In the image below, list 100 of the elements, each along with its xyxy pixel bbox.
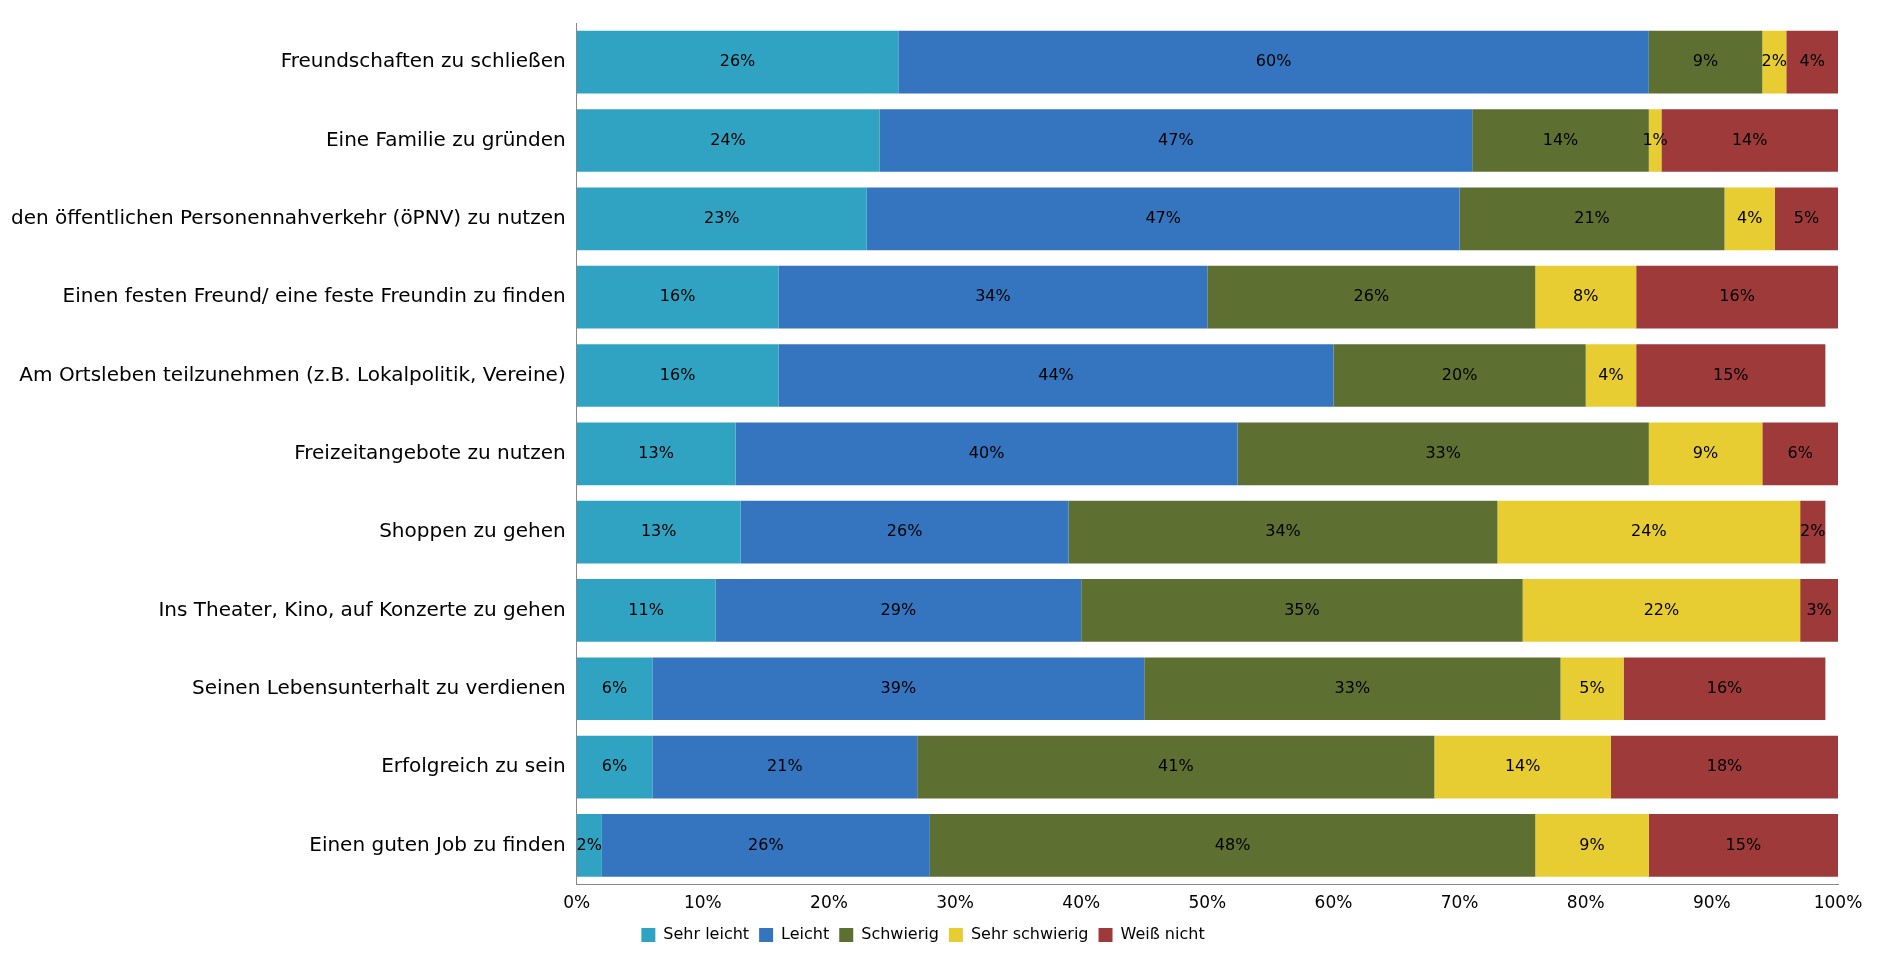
bar	[740, 500, 1069, 564]
bar	[879, 109, 1473, 172]
bar	[1800, 579, 1838, 642]
bar	[1636, 265, 1838, 329]
bar	[1497, 500, 1801, 564]
bar	[1560, 657, 1624, 721]
data-label: 23%	[703, 207, 740, 227]
data-label: 13%	[638, 442, 674, 462]
data-label: 35%	[1284, 599, 1320, 619]
bar	[1459, 187, 1725, 251]
data-label: 26%	[748, 834, 784, 854]
data-label: 14%	[1504, 756, 1541, 776]
y-tick-label: Einen festen Freund/ eine feste Freundin zu finden	[62, 283, 566, 308]
legend-label: Schwierig	[861, 924, 939, 944]
legend-label: Sehr schwierig	[970, 924, 1089, 944]
bar	[1144, 657, 1561, 721]
x-tick-label: 40%	[1062, 892, 1101, 913]
data-label: 26%	[886, 521, 923, 541]
x-tick-label: 100%	[1813, 892, 1863, 913]
bar	[576, 187, 867, 251]
data-label: 33%	[1425, 442, 1461, 462]
bar	[1623, 657, 1826, 721]
data-label: 34%	[1265, 521, 1301, 541]
data-label: 60%	[1255, 51, 1292, 71]
data-label: 4%	[1737, 207, 1763, 227]
data-label: 26%	[1353, 286, 1390, 306]
data-label: 5%	[1579, 677, 1605, 697]
bar	[652, 657, 1145, 721]
bar	[652, 735, 918, 799]
data-label: 20%	[1441, 364, 1478, 384]
data-label: 15%	[1713, 364, 1749, 384]
bar	[576, 579, 716, 642]
bar	[735, 422, 1238, 486]
data-label: 16%	[659, 364, 696, 384]
data-label: 5%	[1793, 207, 1820, 227]
bar	[576, 422, 736, 486]
data-label: 24%	[1631, 521, 1667, 541]
bar	[576, 109, 880, 172]
y-tick-label: Eine Familie zu gründen	[325, 126, 566, 151]
y-tick-label: Freundschaften zu schließen	[280, 48, 566, 73]
data-label: 26%	[719, 51, 756, 71]
bar	[1724, 187, 1775, 251]
bar	[929, 814, 1536, 877]
bar	[917, 735, 1435, 799]
data-label: 34%	[975, 286, 1011, 306]
x-tick-label: 90%	[1692, 892, 1731, 913]
x-tick-label: 80%	[1566, 892, 1605, 913]
x-tick-label: 50%	[1188, 892, 1227, 913]
data-label: 16%	[1706, 677, 1743, 697]
legend-label: Weiß nicht	[1120, 924, 1205, 944]
x-tick-label: 70%	[1440, 892, 1479, 913]
x-tick-label: 60%	[1314, 892, 1353, 913]
y-tick-label: Freizeitangebote zu nutzen	[294, 440, 566, 464]
data-label: 16%	[1719, 286, 1755, 306]
x-tick-label: 20%	[810, 892, 848, 913]
data-label: 14%	[1542, 129, 1579, 149]
legend-label: Sehr leicht	[663, 924, 750, 944]
bar	[1774, 187, 1838, 251]
y-tick-label: den öffentlichen Personennahverkehr (öPNV) zu nutzen	[11, 205, 566, 230]
data-label: 47%	[1145, 207, 1181, 227]
y-tick-label: Seinen Lebensunterhalt zu verdienen	[192, 674, 566, 699]
data-label: 2%	[1800, 521, 1826, 541]
data-label: 9%	[1579, 834, 1605, 854]
data-label: 13%	[640, 521, 677, 541]
bar	[1648, 30, 1763, 94]
data-label: 48%	[1214, 834, 1251, 854]
bar	[1068, 500, 1498, 564]
data-label: 29%	[880, 599, 917, 619]
bar	[1207, 265, 1536, 329]
data-label: 15%	[1725, 834, 1762, 854]
bar	[898, 30, 1649, 94]
bar	[1762, 422, 1838, 486]
data-label: 16%	[659, 286, 696, 306]
data-label: 11%	[628, 599, 664, 619]
data-label: 2%	[1761, 51, 1787, 71]
data-label: 47%	[1158, 129, 1194, 149]
data-label: 21%	[767, 756, 803, 776]
bar	[601, 814, 930, 877]
bar	[576, 657, 653, 721]
data-label: 4%	[1799, 51, 1825, 71]
data-label: 6%	[601, 756, 628, 776]
data-label: 22%	[1643, 599, 1680, 619]
data-label: 39%	[880, 677, 917, 697]
x-tick-label: 10%	[683, 892, 722, 913]
data-label: 33%	[1334, 677, 1371, 697]
bar	[866, 187, 1460, 251]
data-label: 9%	[1692, 442, 1719, 462]
data-label: 14%	[1731, 129, 1768, 149]
data-label: 3%	[1806, 599, 1832, 619]
x-tick-label: 0%	[563, 892, 591, 913]
x-tick-label: 30%	[936, 892, 974, 913]
data-label: 4%	[1598, 364, 1624, 384]
data-label: 41%	[1158, 756, 1194, 776]
bar	[715, 579, 1082, 642]
bar	[576, 344, 779, 407]
legend-label: Leicht	[781, 924, 830, 944]
bar	[1535, 265, 1637, 329]
bar	[1081, 579, 1523, 642]
bar	[576, 30, 899, 94]
bar	[1522, 579, 1801, 642]
